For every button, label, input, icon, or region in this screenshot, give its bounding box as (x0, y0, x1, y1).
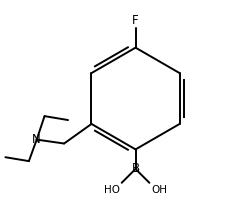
Text: OH: OH (151, 185, 167, 195)
Text: N: N (32, 133, 41, 146)
Text: B: B (131, 162, 139, 175)
Text: HO: HO (103, 185, 119, 195)
Text: F: F (132, 14, 138, 27)
